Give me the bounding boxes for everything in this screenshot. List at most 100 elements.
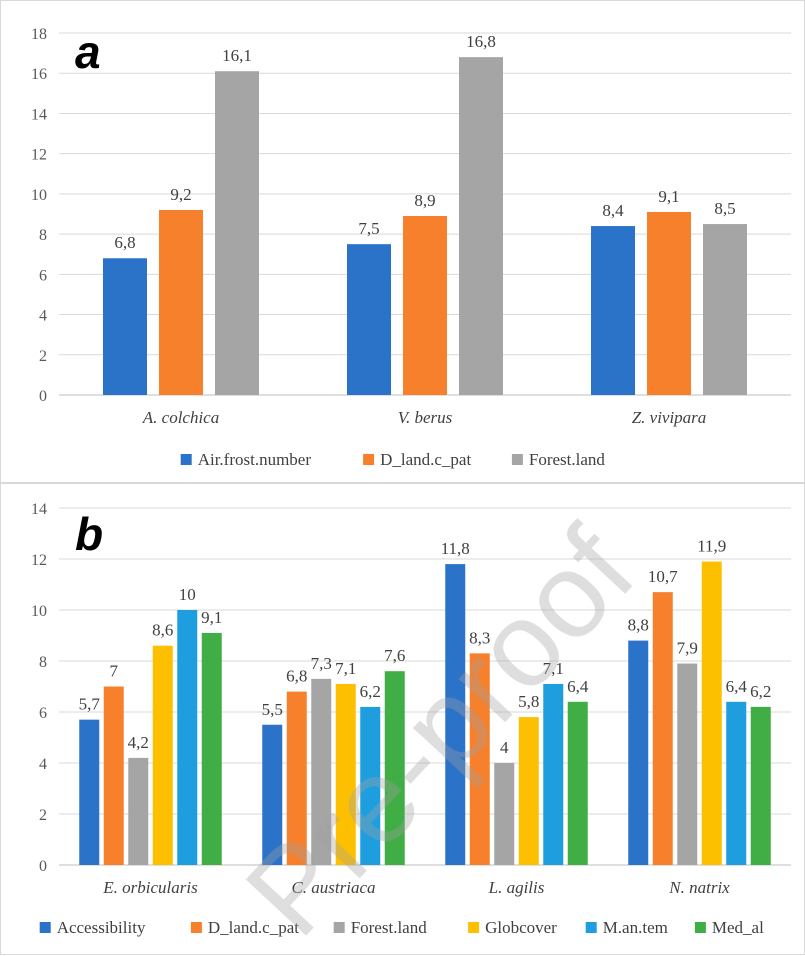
data-label: 5,7 bbox=[79, 695, 101, 714]
bar-3 bbox=[459, 57, 503, 396]
data-label: 11,8 bbox=[441, 539, 470, 558]
y-tick-label: 0 bbox=[39, 858, 47, 875]
bar-2 bbox=[469, 653, 490, 865]
y-tick-label: 0 bbox=[39, 388, 47, 405]
legend: Air.frost.number D_land.c_pat Forest.land bbox=[180, 450, 606, 469]
data-label: 5,8 bbox=[518, 692, 539, 711]
legend-item: D_land.c_pat bbox=[380, 450, 471, 469]
bar-1 bbox=[628, 640, 649, 865]
chart-panel-b: 0 2 4 6 8 10 12 14 5,7 7 4,2 8,6 10 9,1 E. orbicularis… bbox=[0, 483, 805, 955]
bar-3 bbox=[703, 224, 747, 395]
bar-4 bbox=[152, 645, 173, 865]
bar-6 bbox=[750, 706, 771, 865]
bar-1 bbox=[347, 244, 391, 395]
bar-3 bbox=[128, 757, 149, 865]
data-label: 8,3 bbox=[469, 628, 490, 647]
legend-swatch bbox=[511, 454, 523, 465]
legend-item: Air.frost.number bbox=[198, 450, 312, 469]
data-label: 6,2 bbox=[360, 682, 381, 701]
legend-item: Med_al bbox=[712, 918, 764, 937]
y-tick-label: 8 bbox=[39, 227, 47, 244]
y-tick-label: 18 bbox=[31, 26, 47, 43]
bar-4 bbox=[518, 717, 539, 865]
y-tick-label: 6 bbox=[39, 267, 47, 284]
data-label: 4 bbox=[500, 738, 509, 757]
y-tick-label: 14 bbox=[31, 501, 47, 518]
category-label: C. austriaca bbox=[291, 878, 375, 897]
bar-3 bbox=[494, 763, 515, 865]
bar-4 bbox=[701, 561, 722, 865]
bar-1 bbox=[445, 564, 466, 865]
category-label: E. orbicularis bbox=[102, 878, 198, 897]
chart-panel-a: 0 2 4 6 8 10 12 14 16 18 6,8 9,2 16,1 A. colchica 7,5 8… bbox=[0, 0, 805, 483]
y-tick-label: 10 bbox=[31, 603, 47, 620]
category-label: L. agilis bbox=[488, 878, 545, 897]
data-label: 6,8 bbox=[286, 667, 307, 686]
y-tick-label: 8 bbox=[39, 654, 47, 671]
bar-2 bbox=[652, 592, 673, 865]
bar-2 bbox=[647, 211, 691, 395]
y-tick-label: 10 bbox=[31, 187, 47, 204]
data-label: 6,4 bbox=[567, 677, 589, 696]
legend: Accessibility D_land.c_pat Forest.land Glob… bbox=[39, 918, 764, 937]
bar-1 bbox=[103, 258, 147, 395]
legend-swatch bbox=[468, 922, 480, 933]
data-label: 7,5 bbox=[358, 219, 379, 238]
data-label: 10 bbox=[179, 585, 196, 604]
data-label: 7,3 bbox=[311, 654, 332, 673]
bar-3 bbox=[215, 71, 259, 395]
data-label: 4,2 bbox=[128, 733, 149, 752]
bar-5 bbox=[543, 683, 564, 865]
legend-item: M.an.tem bbox=[603, 918, 668, 937]
data-label: 7,6 bbox=[384, 646, 405, 665]
data-label: 8,5 bbox=[714, 199, 735, 218]
category-label: A. colchica bbox=[142, 408, 219, 427]
legend-swatch bbox=[585, 922, 597, 933]
data-label: 16,8 bbox=[466, 32, 496, 51]
chart-b-svg: 0 2 4 6 8 10 12 14 5,7 7 4,2 8,6 10 9,1 E. orbicularis… bbox=[31, 501, 791, 937]
y-tick-label: 2 bbox=[39, 807, 47, 824]
category-label: N. natrix bbox=[668, 878, 730, 897]
legend-swatch bbox=[180, 454, 192, 465]
bar-3 bbox=[677, 663, 698, 865]
data-label: 5,5 bbox=[262, 700, 283, 719]
bar-1 bbox=[262, 724, 283, 865]
legend-swatch bbox=[333, 922, 345, 933]
y-tick-label: 14 bbox=[31, 106, 47, 123]
category-label: Z. vivipara bbox=[632, 408, 707, 427]
panel-label: b bbox=[75, 508, 103, 560]
chart-a-svg: 0 2 4 6 8 10 12 14 16 18 6,8 9,2 16,1 A. colchica 7,5 8… bbox=[31, 26, 791, 469]
panel-label: a bbox=[75, 26, 101, 78]
data-label: 7,1 bbox=[335, 659, 356, 678]
data-label: 7,1 bbox=[543, 659, 564, 678]
data-label: 7,9 bbox=[677, 639, 698, 658]
y-tick-label: 12 bbox=[31, 147, 47, 164]
data-label: 11,9 bbox=[697, 537, 726, 556]
bar-1 bbox=[591, 226, 635, 395]
data-label: 8,4 bbox=[602, 201, 624, 220]
bar-2 bbox=[103, 686, 124, 865]
data-label: 8,6 bbox=[152, 621, 173, 640]
data-label: 6,2 bbox=[750, 682, 771, 701]
bar-5 bbox=[360, 706, 381, 865]
data-label: 6,4 bbox=[726, 677, 748, 696]
bar-4 bbox=[335, 683, 356, 865]
legend-item: Forest.land bbox=[529, 450, 606, 469]
bar-1 bbox=[79, 719, 100, 865]
y-tick-label: 16 bbox=[31, 66, 47, 83]
bar-5 bbox=[177, 610, 198, 865]
legend-item: Accessibility bbox=[57, 918, 146, 937]
bar-6 bbox=[567, 701, 588, 865]
legend-item: Globcover bbox=[485, 918, 557, 937]
y-tick-label: 12 bbox=[31, 552, 47, 569]
legend-swatch bbox=[363, 454, 375, 465]
data-label: 10,7 bbox=[648, 567, 678, 586]
bar-2 bbox=[286, 691, 307, 865]
legend-item: D_land.c_pat bbox=[208, 918, 299, 937]
y-tick-label: 4 bbox=[39, 308, 47, 325]
legend-swatch bbox=[694, 922, 706, 933]
category-label: V. berus bbox=[398, 408, 453, 427]
legend-swatch bbox=[39, 922, 51, 933]
bar-6 bbox=[201, 632, 222, 865]
bar-5 bbox=[726, 701, 747, 865]
